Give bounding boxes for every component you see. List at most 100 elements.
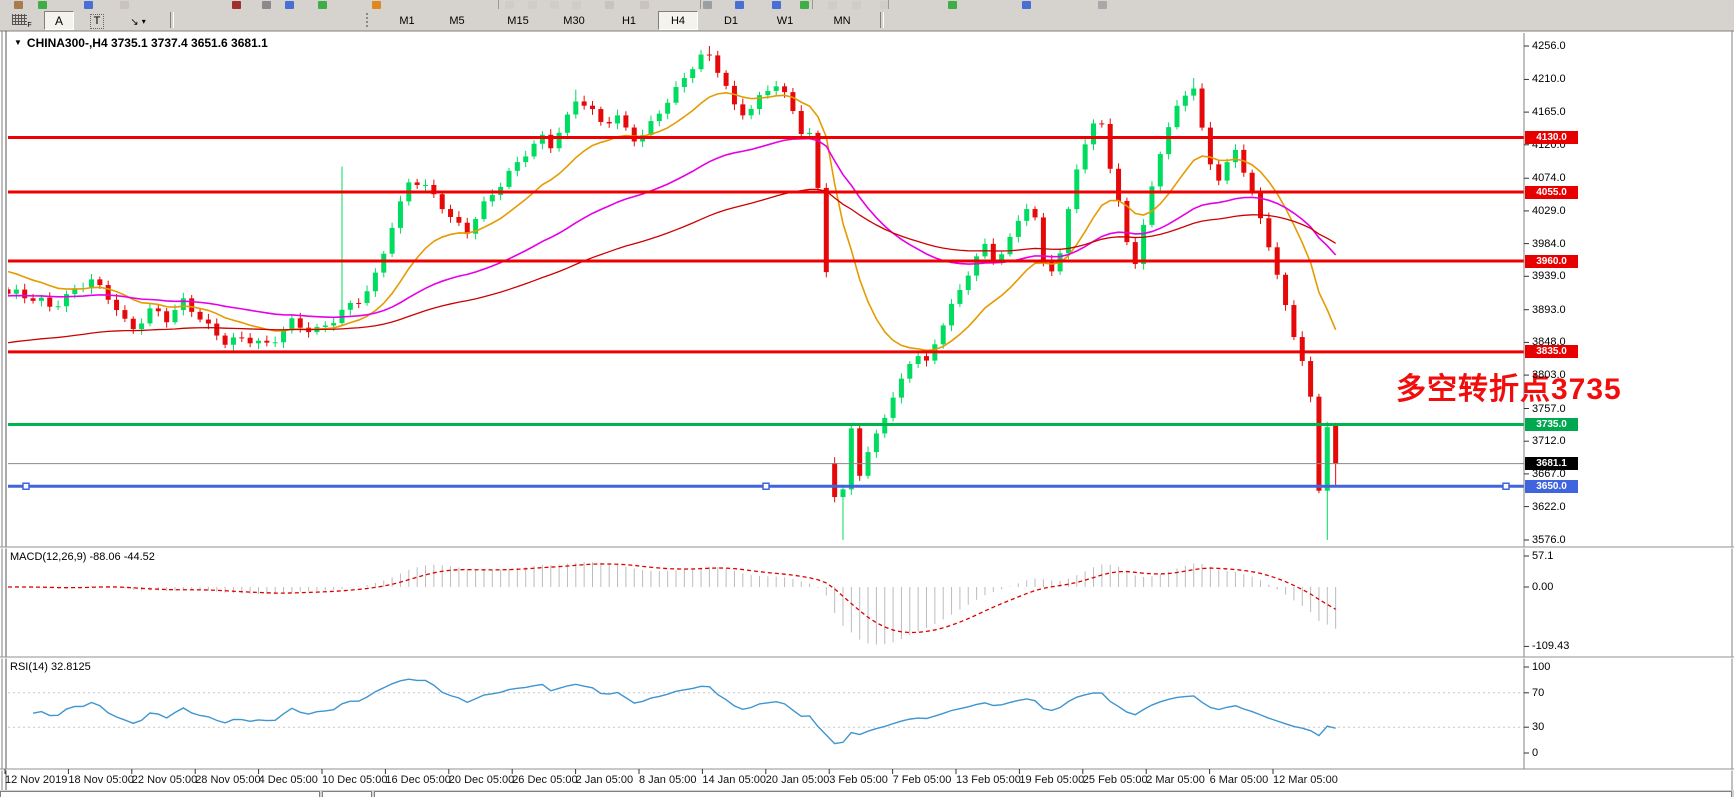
line-handle[interactable] — [762, 482, 770, 490]
toolbar-icon-fragment — [372, 1, 381, 9]
candle — [757, 95, 762, 109]
candle — [172, 310, 178, 323]
candle — [1324, 427, 1330, 491]
time-label: 4 Dec 05:00 — [258, 774, 318, 786]
time-label: 3 Feb 05:00 — [829, 774, 888, 786]
candle — [164, 311, 170, 323]
time-label: 18 Nov 05:00 — [68, 774, 134, 786]
candle — [1291, 305, 1297, 338]
line-handle[interactable] — [22, 482, 30, 490]
candle — [1074, 169, 1080, 210]
candle — [932, 344, 938, 361]
candle — [957, 289, 963, 304]
candle — [1015, 220, 1021, 237]
candle — [706, 54, 712, 56]
timeframe-button-mn[interactable]: MN — [822, 11, 862, 30]
candle — [214, 323, 220, 336]
toolbar-icon-fragment — [38, 1, 47, 9]
timeframe-button-m1[interactable]: M1 — [390, 11, 424, 30]
time-label: 12 Nov 2019 — [5, 774, 68, 786]
timeframe-button-m15[interactable]: M15 — [496, 11, 540, 30]
time-label: 10 Dec 05:00 — [322, 774, 388, 786]
candle — [1024, 209, 1030, 221]
candle — [314, 327, 320, 333]
candle — [247, 337, 253, 344]
candle — [264, 340, 270, 343]
status-panel — [0, 791, 320, 797]
candle — [681, 78, 687, 88]
time-label: 2 Mar 05:00 — [1146, 774, 1205, 786]
candle — [1174, 105, 1180, 128]
candle — [439, 194, 445, 210]
candle — [339, 309, 345, 324]
candle — [506, 170, 512, 187]
toolbar-icon-fragment — [880, 1, 889, 9]
candle — [539, 134, 545, 144]
timeframe-button-m30[interactable]: M30 — [552, 11, 596, 30]
candle — [648, 121, 654, 136]
status-panel — [322, 791, 372, 797]
time-label: 20 Jan 05:00 — [765, 774, 830, 786]
candle — [840, 489, 846, 498]
toolbar: F A T ↘ ▾ M1 M5 M15 M30 H1 H4 D1 W1 MN — [0, 10, 1734, 31]
price-badge-pivot: 3735.0 — [1525, 417, 1578, 431]
candle — [1099, 123, 1105, 125]
candle — [1207, 127, 1213, 165]
toolbar-icon-fragment — [640, 1, 649, 9]
timeframe-button-w1[interactable]: W1 — [768, 11, 802, 30]
rsi-pane — [8, 678, 1524, 745]
status-panel — [374, 791, 1732, 797]
candle — [1065, 209, 1071, 254]
main-pane — [8, 46, 1524, 540]
rsi-scale-label: 0 — [1532, 747, 1539, 759]
time-label: 16 Dec 05:00 — [385, 774, 451, 786]
candle — [999, 254, 1005, 260]
candle — [13, 289, 19, 294]
price-badge-resistance: 4055.0 — [1525, 185, 1578, 199]
candle — [915, 356, 921, 364]
candle — [690, 69, 696, 79]
toolbar-icon-fragment — [800, 1, 809, 9]
toolbar-drag-handle[interactable] — [366, 13, 371, 27]
rsi-line — [32, 678, 1336, 745]
candle — [1091, 123, 1096, 145]
candle — [715, 55, 721, 73]
timeframe-button-d1[interactable]: D1 — [714, 11, 748, 30]
candle — [406, 182, 412, 202]
candle — [22, 289, 28, 299]
candle — [873, 433, 879, 453]
candle — [640, 135, 646, 142]
candle — [155, 308, 161, 312]
candle — [63, 294, 69, 307]
ma-orange — [8, 92, 1337, 352]
price-tick-label: 4074.0 — [1532, 172, 1566, 185]
candle — [239, 337, 245, 339]
candle — [1182, 95, 1188, 106]
candle — [8, 289, 11, 294]
toolbar-icon-fragment — [232, 1, 241, 9]
price-tick-label: 4256.0 — [1532, 40, 1566, 52]
ma-magenta — [8, 137, 1337, 319]
arrow-objects-button[interactable]: ↘ ▾ — [116, 11, 160, 30]
candle — [590, 105, 595, 110]
annotate-button[interactable]: A — [44, 11, 74, 30]
timeframe-button-h4[interactable]: H4 — [658, 11, 698, 30]
candle — [1191, 88, 1197, 96]
toolbar-icon-fragment — [735, 1, 744, 9]
candle — [1166, 127, 1172, 155]
timeframe-button-h1[interactable]: H1 — [612, 11, 646, 30]
price-badge-resistance: 4130.0 — [1525, 131, 1578, 145]
candle — [1224, 162, 1230, 181]
text-tool-button[interactable]: T — [82, 11, 112, 30]
candle — [949, 303, 955, 326]
candle — [1040, 217, 1046, 261]
candle — [556, 132, 562, 149]
line-handle[interactable] — [1502, 482, 1510, 490]
candle — [1299, 337, 1305, 362]
candle — [139, 323, 145, 330]
candle — [990, 243, 996, 260]
price-tick-label: 3803.0 — [1532, 369, 1566, 382]
chart-shift-button[interactable]: F — [4, 11, 40, 30]
price-badge-support: 3650.0 — [1525, 479, 1578, 493]
timeframe-button-m5[interactable]: M5 — [440, 11, 474, 30]
